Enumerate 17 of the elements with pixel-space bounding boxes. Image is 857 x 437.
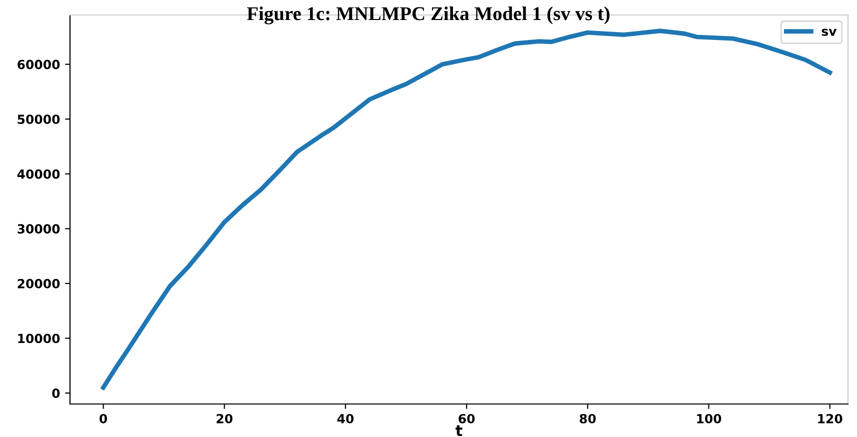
y-tick-label: 10000 (18, 334, 60, 344)
x-axis-title: t (456, 425, 462, 436)
y-tick-label: 50000 (18, 114, 60, 124)
x-tick-label: 100 (697, 414, 722, 424)
y-tick-label: 30000 (18, 224, 60, 234)
y-tick-label: 20000 (18, 278, 60, 288)
legend-label: sv (822, 28, 837, 36)
x-tick-label: 20 (216, 414, 232, 424)
chart-title: Figure 1c: MNLMPC Zika Model 1 (sv vs t) (247, 6, 610, 24)
x-tick-label: 120 (818, 414, 842, 424)
x-tick-label: 80 (580, 414, 596, 424)
y-tick-label: 60000 (18, 60, 60, 70)
x-tick-label: 60 (458, 414, 475, 424)
x-tick-label: 0 (100, 414, 108, 424)
x-tick-label: 40 (337, 414, 354, 424)
y-tick-label: 40000 (17, 169, 60, 179)
y-tick-label: 0 (52, 388, 60, 398)
